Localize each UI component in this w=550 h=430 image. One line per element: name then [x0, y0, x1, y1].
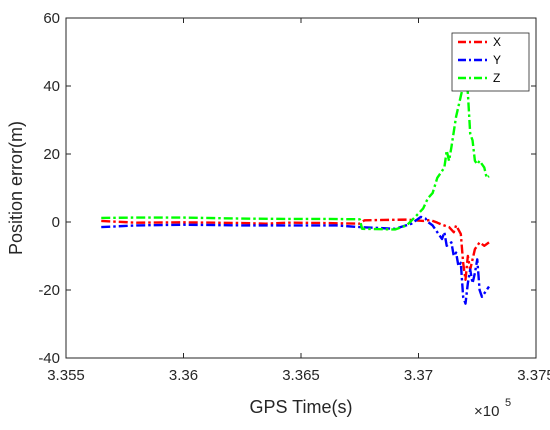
x-axis-title: GPS Time(s): [249, 397, 352, 417]
y-tick-label: 0: [52, 214, 60, 231]
series-line-y: [101, 215, 490, 305]
y-tick-label: 20: [43, 146, 60, 163]
x-exponent-power: 5: [505, 397, 511, 409]
x-exponent-label: ×10: [474, 403, 499, 420]
x-tick-label: 3.365: [282, 367, 320, 384]
x-tick-label: 3.36: [169, 367, 198, 384]
series-layer: [101, 74, 490, 305]
x-tick-label: 3.37: [404, 367, 433, 384]
series-line-x: [101, 218, 490, 281]
legend-label-x: X: [493, 35, 501, 49]
y-tick-label: -20: [38, 282, 60, 299]
legend: XYZ: [451, 32, 530, 92]
y-tick-label: 40: [43, 78, 60, 95]
y-axis-title: Position error(m): [6, 121, 26, 255]
tick-layer: 3.355 3.36 3.365 3.37 3.375 -40 -20 0 20 40 60: [38, 10, 550, 384]
x-tick-label: 3.375: [517, 367, 550, 384]
y-tick-label: 60: [43, 10, 60, 27]
y-tick-label: -40: [38, 350, 60, 367]
x-tick-label: 3.355: [47, 367, 85, 384]
legend-label-y: Y: [493, 53, 501, 67]
series-line-z: [101, 74, 490, 231]
legend-label-z: Z: [493, 71, 500, 85]
